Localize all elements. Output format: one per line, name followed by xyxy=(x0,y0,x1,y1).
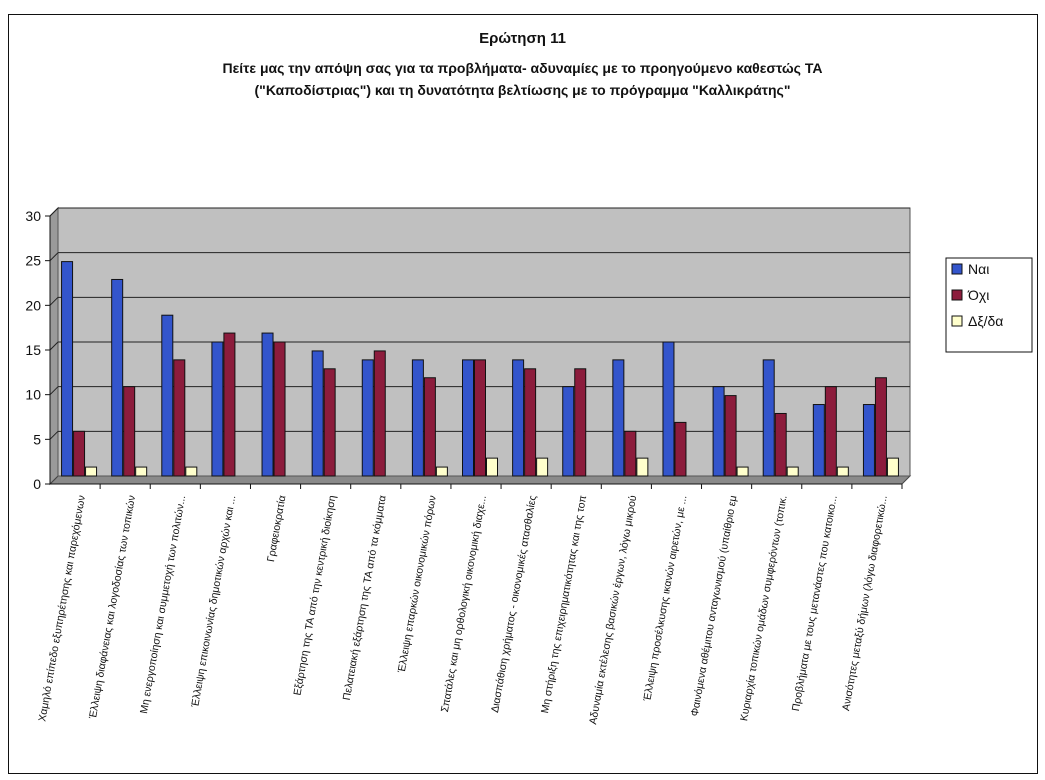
legend-label: Ναι xyxy=(968,261,989,277)
bar-dkda-3 xyxy=(186,467,197,476)
bar-dkda-16 xyxy=(837,467,848,476)
y-tick-label: 5 xyxy=(33,431,41,447)
bar-ochi-2 xyxy=(124,387,135,476)
legend-swatch xyxy=(952,290,962,300)
x-category-label: Έλλειψη προσέλκυσης ικανών αιρετών, με .… xyxy=(641,494,689,703)
bar-ochi-11 xyxy=(575,369,586,476)
bar-nai-8 xyxy=(412,360,423,476)
y-tick-label: 15 xyxy=(25,342,41,358)
x-category-label: Χαμηλό επίπεδο εξυπηρέτησης και παρεχόμε… xyxy=(36,494,88,722)
y-tick-label: 0 xyxy=(33,476,41,492)
bar-nai-10 xyxy=(513,360,524,476)
x-category-label: Μη ενεργοποίηση και συμμετοχή των πολιτώ… xyxy=(138,494,188,714)
x-category-label: Έλλειψη επαρκών οικονομικών πόρων xyxy=(396,494,439,674)
x-category-label: Αδυναμία εκτέλεσης βασικών έργων, λόγω μ… xyxy=(587,494,639,725)
legend-label: Όχι xyxy=(967,287,989,303)
bar-nai-11 xyxy=(563,387,574,476)
x-category-label: Γραφειοκρατία xyxy=(265,494,289,562)
x-category-label: Έλλειψη επικοινωνίας δημοτικών αρχών και… xyxy=(189,494,238,709)
bar-ochi-7 xyxy=(374,351,385,476)
bar-ochi-4 xyxy=(224,333,235,476)
legend-swatch xyxy=(952,316,962,326)
bar-ochi-9 xyxy=(475,360,486,476)
x-category-label: Πελατειακή εξάρτηση της ΤΑ από τα κόμματ… xyxy=(341,494,389,701)
bar-ochi-6 xyxy=(324,369,335,476)
bar-dkda-14 xyxy=(737,467,748,476)
bar-nai-3 xyxy=(162,315,173,476)
y-tick-label: 30 xyxy=(25,208,41,224)
bar-nai-4 xyxy=(212,342,223,476)
x-category-label: Προβλήματα με τους μετανάστες που κατοικ… xyxy=(790,494,840,712)
bar-dkda-12 xyxy=(637,458,648,476)
bar-nai-15 xyxy=(763,360,774,476)
bar-dkda-1 xyxy=(86,467,97,476)
bar-nai-1 xyxy=(62,262,73,476)
bar-nai-13 xyxy=(663,342,674,476)
bar-nai-5 xyxy=(262,333,273,476)
x-category-label: Διασπάθιση χρήματος - οικονομικές ατασθα… xyxy=(489,494,539,713)
bar-dkda-8 xyxy=(436,467,447,476)
bar-dkda-10 xyxy=(537,458,548,476)
bar-nai-7 xyxy=(362,360,373,476)
bar-dkda-17 xyxy=(887,458,898,476)
x-category-label: Φαινόμενα αθέμιτου ανταγωνισμού (υπαίθρι… xyxy=(689,494,740,717)
bar-ochi-17 xyxy=(875,378,886,476)
bar-ochi-8 xyxy=(424,378,435,476)
bar-ochi-3 xyxy=(174,360,185,476)
legend-label: Δξ/δα xyxy=(968,313,1003,329)
x-category-label: Σπατάλες και μη ορθολογική οικονομική δι… xyxy=(439,494,489,713)
bar-ochi-12 xyxy=(625,431,636,476)
bar-nai-16 xyxy=(813,405,824,476)
bar-ochi-5 xyxy=(274,342,285,476)
legend-swatch xyxy=(952,264,962,274)
bar-nai-14 xyxy=(713,387,724,476)
x-category-label: Κυριαρχία τοπικών ομάδων συμφερόντων (το… xyxy=(738,494,790,722)
bar-dkda-2 xyxy=(136,467,147,476)
bar-ochi-13 xyxy=(675,422,686,476)
bar-dkda-9 xyxy=(487,458,498,476)
bar-ochi-16 xyxy=(825,387,836,476)
x-category-label: Εξάρτηση της ΤΑ από την κεντρική διοίκησ… xyxy=(292,494,339,696)
bar-ochi-10 xyxy=(525,369,536,476)
bar-ochi-14 xyxy=(725,396,736,476)
x-category-label: Έλλειψη διαφάνειας και λογοδοσίας των το… xyxy=(87,494,138,720)
y-tick-label: 25 xyxy=(25,253,41,269)
plot-floor xyxy=(50,476,910,484)
bar-nai-9 xyxy=(463,360,474,476)
bar-nai-12 xyxy=(613,360,624,476)
bar-ochi-1 xyxy=(74,431,85,476)
bar-nai-6 xyxy=(312,351,323,476)
bar-nai-2 xyxy=(112,279,123,476)
bar-dkda-15 xyxy=(787,467,798,476)
y-tick-label: 20 xyxy=(25,297,41,313)
bar-ochi-15 xyxy=(775,413,786,476)
bar-nai-17 xyxy=(863,405,874,476)
x-category-label: Ανισότητες μεταξύ δήμων (λόγω διαφορετικ… xyxy=(840,494,890,711)
x-category-label: Μη στήριξη της επιχειρηματικότητας και τ… xyxy=(539,494,589,714)
y-tick-label: 10 xyxy=(25,387,41,403)
